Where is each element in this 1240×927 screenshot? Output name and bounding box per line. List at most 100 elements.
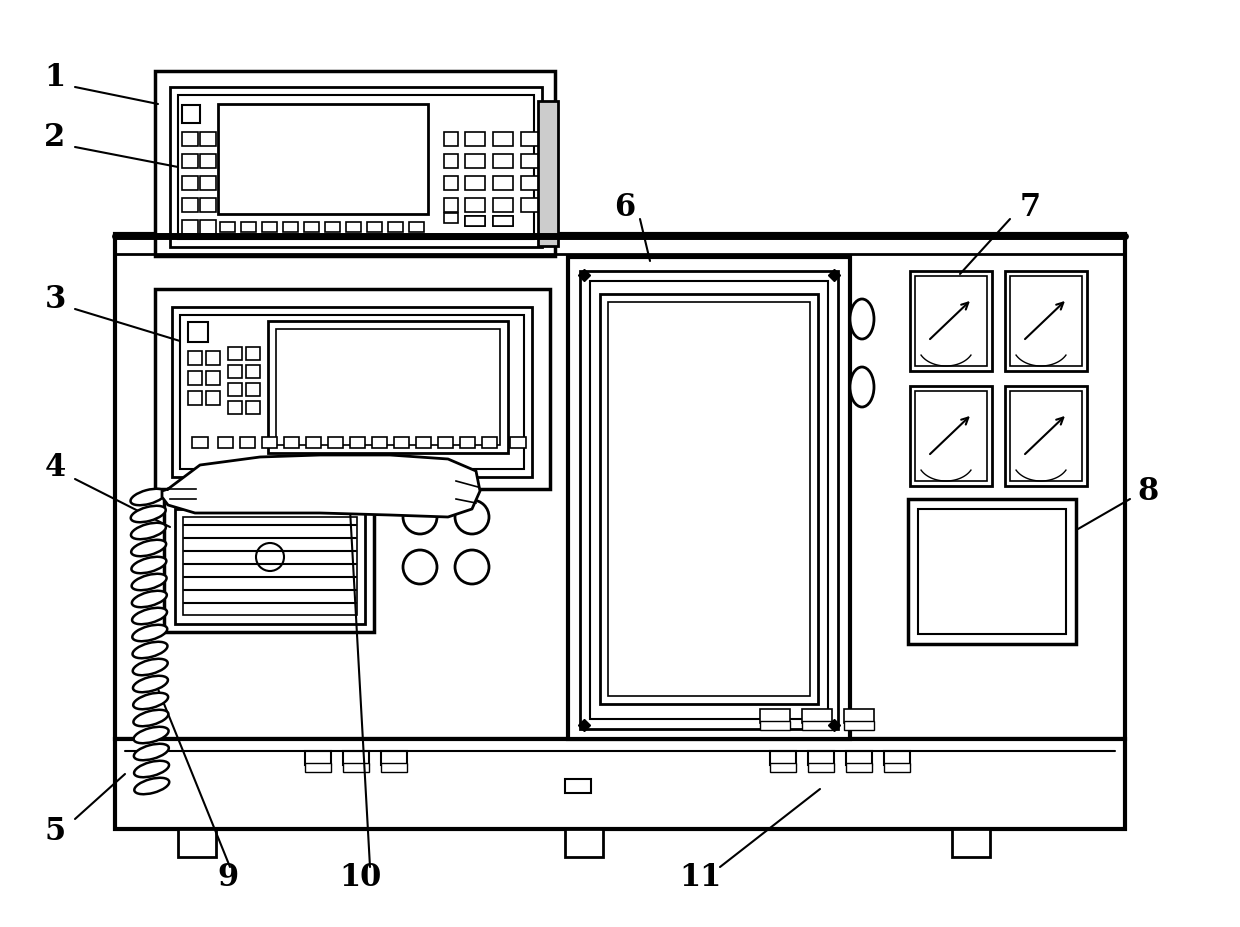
Bar	[444, 198, 458, 213]
Text: 10: 10	[339, 861, 381, 893]
Bar	[1004, 387, 1087, 487]
Bar	[388, 222, 403, 233]
Bar	[521, 133, 541, 146]
Bar	[538, 102, 558, 247]
Ellipse shape	[131, 557, 166, 574]
Bar	[918, 510, 1066, 634]
Bar	[200, 155, 216, 169]
Circle shape	[255, 543, 284, 571]
Bar	[494, 217, 513, 227]
Bar	[600, 295, 818, 705]
Bar	[915, 276, 987, 366]
Text: 1: 1	[45, 62, 66, 94]
Ellipse shape	[134, 778, 169, 794]
Bar	[808, 751, 835, 765]
Bar	[808, 763, 835, 772]
Bar	[192, 438, 208, 449]
Bar	[465, 217, 485, 227]
Bar	[219, 222, 236, 233]
Bar	[184, 517, 357, 616]
Bar	[884, 763, 910, 772]
Bar	[1011, 391, 1083, 481]
Bar	[206, 391, 219, 405]
Text: 11: 11	[678, 861, 722, 893]
Bar	[346, 222, 361, 233]
Ellipse shape	[130, 506, 166, 523]
Bar	[241, 222, 255, 233]
Bar	[381, 751, 407, 765]
Bar	[228, 365, 242, 378]
Bar	[494, 177, 513, 191]
Bar	[910, 272, 992, 372]
Bar	[465, 155, 485, 169]
Bar	[590, 282, 828, 719]
Bar	[246, 365, 260, 378]
Bar	[915, 391, 987, 481]
Ellipse shape	[131, 574, 166, 590]
Bar	[465, 198, 485, 213]
Bar	[846, 751, 872, 765]
Bar	[329, 438, 343, 449]
Bar	[802, 709, 832, 723]
Bar	[1011, 276, 1083, 366]
Bar	[246, 401, 260, 414]
Bar	[182, 155, 198, 169]
Text: 6: 6	[615, 192, 636, 223]
Ellipse shape	[131, 523, 166, 540]
Bar	[568, 258, 849, 739]
Bar	[343, 763, 370, 772]
Bar	[306, 438, 321, 449]
Bar	[910, 387, 992, 487]
Bar	[182, 221, 198, 235]
Bar	[846, 763, 872, 772]
Bar	[760, 721, 790, 730]
Bar	[438, 438, 453, 449]
Bar	[372, 438, 387, 449]
Bar	[182, 133, 198, 146]
Bar	[465, 133, 485, 146]
Text: 3: 3	[45, 285, 66, 315]
Bar	[343, 751, 370, 765]
Bar	[444, 177, 458, 191]
Bar	[228, 384, 242, 397]
Bar	[228, 348, 242, 361]
Bar	[155, 289, 551, 489]
Bar	[760, 709, 790, 723]
Bar	[494, 133, 513, 146]
Bar	[494, 198, 513, 213]
Bar	[206, 372, 219, 386]
Text: 4: 4	[45, 452, 66, 483]
Bar	[770, 751, 796, 765]
Text: 2: 2	[45, 122, 66, 153]
Ellipse shape	[130, 489, 165, 505]
Bar	[908, 500, 1076, 644]
Bar	[884, 751, 910, 765]
Text: 9: 9	[217, 861, 238, 893]
Text: 8: 8	[1137, 476, 1158, 507]
Bar	[394, 438, 409, 449]
Bar	[200, 133, 216, 146]
Bar	[494, 217, 513, 227]
Bar	[246, 384, 260, 397]
Bar	[182, 106, 200, 124]
Ellipse shape	[133, 608, 167, 625]
Bar	[802, 721, 832, 730]
Bar	[283, 222, 298, 233]
Bar	[179, 95, 534, 240]
Bar	[465, 177, 485, 191]
Bar	[465, 217, 485, 227]
Bar	[305, 751, 331, 765]
Bar	[164, 498, 374, 632]
Bar	[444, 155, 458, 169]
Bar	[175, 510, 365, 624]
Bar	[608, 303, 810, 696]
Bar	[262, 222, 277, 233]
Bar	[241, 438, 255, 449]
Bar	[444, 214, 458, 223]
Bar	[325, 222, 340, 233]
Bar	[580, 272, 838, 730]
Bar	[262, 438, 277, 449]
Bar	[188, 351, 202, 365]
Ellipse shape	[133, 642, 167, 658]
Bar	[381, 763, 407, 772]
